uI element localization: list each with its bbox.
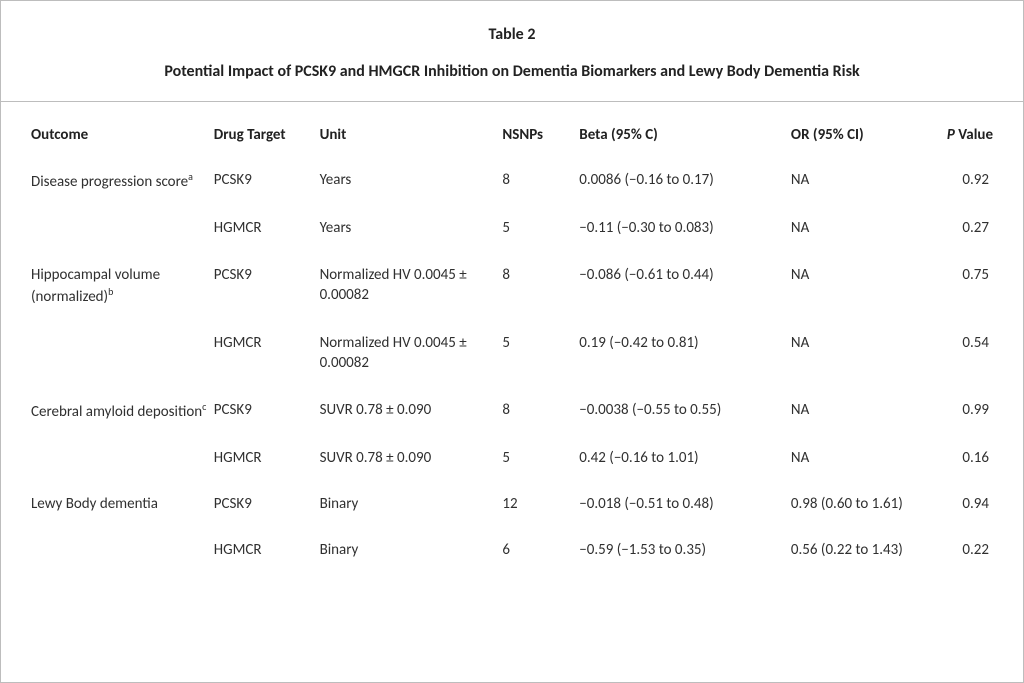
cell-or: NA [791, 210, 935, 256]
cell-beta: 0.42 (−0.16 to 1.01) [579, 440, 791, 486]
cell-outcome [31, 325, 214, 392]
cell-drug: HGMCR [214, 210, 320, 256]
cell-drug: HGMCR [214, 440, 320, 486]
footnote-marker: a [188, 170, 193, 183]
footnote-marker: b [108, 285, 113, 298]
cell-or: NA [791, 440, 935, 486]
cell-unit: Years [320, 162, 503, 210]
table-title: Potential Impact of PCSK9 and HMGCR Inhi… [31, 62, 993, 81]
cell-pvalue: 0.99 [935, 392, 993, 440]
cell-unit: Binary [320, 532, 503, 578]
table-rows: Disease progression scoreaPCSK9Years80.0… [31, 162, 993, 579]
cell-unit: Binary [320, 486, 503, 532]
table-row: HGMCRBinary6−0.59 (−1.53 to 0.35)0.56 (0… [31, 532, 993, 578]
table-container: Table 2 Potential Impact of PCSK9 and HM… [0, 0, 1024, 683]
cell-nsnps: 5 [502, 325, 579, 392]
cell-outcome: Hippocampal volume (normalized)b [31, 257, 214, 326]
cell-or: 0.98 (0.60 to 1.61) [791, 486, 935, 532]
table-number: Table 2 [31, 25, 993, 44]
cell-pvalue: 0.22 [935, 532, 993, 578]
cell-beta: −0.11 (−0.30 to 0.083) [579, 210, 791, 256]
table-row: Cerebral amyloid depositioncPCSK9SUVR 0.… [31, 392, 993, 440]
col-header-outcome: Outcome [31, 126, 214, 162]
cell-unit: Normalized HV 0.0045 ± 0.00082 [320, 257, 503, 326]
table-head: Outcome Drug Target Unit NSNPs Beta (95%… [31, 126, 993, 162]
cell-or: NA [791, 325, 935, 392]
data-table: Outcome Drug Target Unit NSNPs Beta (95%… [31, 126, 993, 579]
cell-or: NA [791, 257, 935, 326]
table-header-section: Table 2 Potential Impact of PCSK9 and HM… [1, 1, 1023, 102]
cell-unit: SUVR 0.78 ± 0.090 [320, 392, 503, 440]
cell-nsnps: 5 [502, 210, 579, 256]
cell-pvalue: 0.16 [935, 440, 993, 486]
cell-nsnps: 6 [502, 532, 579, 578]
col-header-pvalue: P Value [935, 126, 993, 162]
table-row: Lewy Body dementiaPCSK9Binary12−0.018 (−… [31, 486, 993, 532]
cell-pvalue: 0.75 [935, 257, 993, 326]
cell-drug: PCSK9 [214, 486, 320, 532]
header-row: Outcome Drug Target Unit NSNPs Beta (95%… [31, 126, 993, 162]
cell-outcome: Disease progression scorea [31, 162, 214, 210]
table-body: Outcome Drug Target Unit NSNPs Beta (95%… [1, 102, 1023, 599]
pvalue-p: P [947, 126, 955, 144]
cell-beta: −0.59 (−1.53 to 0.35) [579, 532, 791, 578]
cell-beta: −0.018 (−0.51 to 0.48) [579, 486, 791, 532]
cell-or: NA [791, 162, 935, 210]
cell-outcome [31, 440, 214, 486]
pvalue-value: Value [955, 126, 993, 144]
cell-drug: PCSK9 [214, 162, 320, 210]
cell-beta: −0.0038 (−0.55 to 0.55) [579, 392, 791, 440]
cell-unit: Years [320, 210, 503, 256]
cell-beta: 0.0086 (−0.16 to 0.17) [579, 162, 791, 210]
col-header-beta: Beta (95% C) [579, 126, 791, 162]
cell-pvalue: 0.54 [935, 325, 993, 392]
cell-nsnps: 8 [502, 257, 579, 326]
cell-or: 0.56 (0.22 to 1.43) [791, 532, 935, 578]
cell-pvalue: 0.27 [935, 210, 993, 256]
col-header-nsnps: NSNPs [502, 126, 579, 162]
cell-drug: HGMCR [214, 325, 320, 392]
cell-outcome: Cerebral amyloid depositionc [31, 392, 214, 440]
cell-beta: −0.086 (−0.61 to 0.44) [579, 257, 791, 326]
cell-outcome [31, 210, 214, 256]
col-header-or: OR (95% CI) [791, 126, 935, 162]
cell-nsnps: 5 [502, 440, 579, 486]
cell-drug: HGMCR [214, 532, 320, 578]
table-row: HGMCRSUVR 0.78 ± 0.09050.42 (−0.16 to 1.… [31, 440, 993, 486]
table-row: HGMCRYears5−0.11 (−0.30 to 0.083)NA0.27 [31, 210, 993, 256]
cell-unit: Normalized HV 0.0045 ± 0.00082 [320, 325, 503, 392]
cell-drug: PCSK9 [214, 257, 320, 326]
cell-nsnps: 8 [502, 392, 579, 440]
cell-nsnps: 12 [502, 486, 579, 532]
cell-unit: SUVR 0.78 ± 0.090 [320, 440, 503, 486]
cell-drug: PCSK9 [214, 392, 320, 440]
cell-or: NA [791, 392, 935, 440]
cell-outcome [31, 532, 214, 578]
cell-pvalue: 0.92 [935, 162, 993, 210]
footnote-marker: c [202, 400, 206, 413]
cell-nsnps: 8 [502, 162, 579, 210]
col-header-drug: Drug Target [214, 126, 320, 162]
cell-beta: 0.19 (−0.42 to 0.81) [579, 325, 791, 392]
cell-outcome: Lewy Body dementia [31, 486, 214, 532]
cell-pvalue: 0.94 [935, 486, 993, 532]
table-row: HGMCRNormalized HV 0.0045 ± 0.0008250.19… [31, 325, 993, 392]
col-header-unit: Unit [320, 126, 503, 162]
table-row: Hippocampal volume (normalized)bPCSK9Nor… [31, 257, 993, 326]
table-row: Disease progression scoreaPCSK9Years80.0… [31, 162, 993, 210]
